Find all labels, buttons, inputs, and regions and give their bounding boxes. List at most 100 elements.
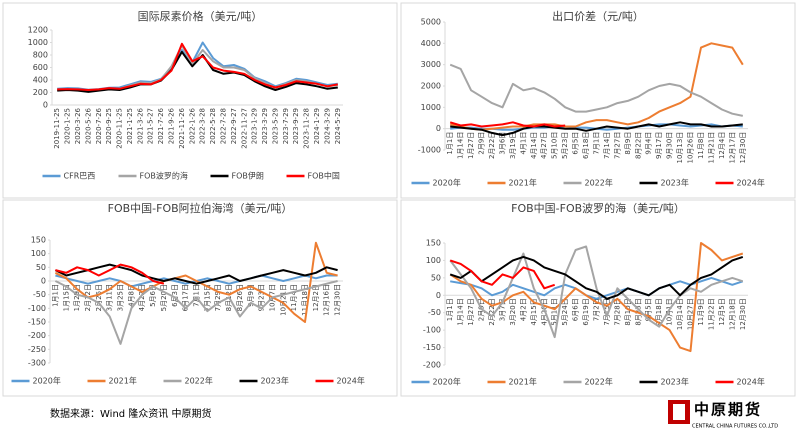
x-tick-label: 8月9日 <box>624 132 632 155</box>
x-tick-label: 12月16日 <box>323 284 331 316</box>
x-tick-label: 4月15日 <box>530 298 538 325</box>
x-tick-label: 1月29日 <box>73 284 81 311</box>
y-tick-label: 0 <box>41 277 46 286</box>
x-tick-label: 6月6日 <box>572 298 580 321</box>
y-tick-label: -300 <box>28 359 46 368</box>
x-tick-label: 6月19日 <box>582 298 590 325</box>
legend-label: 2022年 <box>585 178 613 188</box>
x-tick-label: 2月22日 <box>488 132 496 159</box>
x-tick-label: 2021-11-26 <box>178 107 186 148</box>
x-tick-label: 2019-11-25 <box>53 108 61 149</box>
y-tick-label: 600 <box>33 63 48 72</box>
legend-label: FOB伊朗 <box>232 171 264 181</box>
x-tick-label: 3月7日 <box>498 298 506 321</box>
y-tick-label: -200 <box>423 361 441 370</box>
x-tick-label: 4月22日 <box>138 284 146 311</box>
x-tick-label: 1月15日 <box>62 284 70 311</box>
x-tick-label: 3月19日 <box>509 132 517 159</box>
x-tick-label: 3月20日 <box>509 298 517 325</box>
legend-label: FOB中国 <box>308 171 340 181</box>
y-tick-label: 2000 <box>421 82 441 91</box>
x-tick-label: 6月18日 <box>582 132 590 159</box>
panel-border <box>400 2 796 199</box>
x-tick-label: 8月26日 <box>236 284 244 311</box>
chart-panel: FOB中国-FOB波罗的海（美元/吨） -200 -150 -100 -50 0 50 100… <box>400 199 796 397</box>
x-tick-label: 2022-3-28 <box>199 108 207 144</box>
x-tick-label: 1月14日 <box>457 298 465 325</box>
x-tick-label: 10月13日 <box>676 132 684 164</box>
y-tick-label: -100 <box>423 326 441 335</box>
x-tick-label: 7月29日 <box>214 284 222 311</box>
y-tick-label: 50 <box>431 273 441 282</box>
x-tick-label: 2022-7-28 <box>219 108 227 144</box>
x-tick-label: 2021-3-26 <box>136 107 144 144</box>
y-tick-label: -50 <box>33 290 46 299</box>
x-tick-label: 4月14日 <box>530 132 538 159</box>
x-tick-label: 12月4日 <box>718 132 726 159</box>
x-tick-label: 2020-1-25 <box>64 108 72 144</box>
series-line <box>54 280 338 345</box>
x-tick-label: 1月1日 <box>51 284 59 307</box>
y-tick-label: 0 <box>436 124 441 133</box>
chart-title: FOB中国-FOB阿拉伯海湾（美元/吨） <box>108 201 293 215</box>
chart-title: FOB中国-FOB波罗的海（美元/吨） <box>511 201 685 215</box>
x-tick-label: 2023-9-29 <box>292 108 300 144</box>
x-tick-label: 7月14日 <box>603 132 611 159</box>
x-tick-label: 12月30日 <box>739 298 747 330</box>
panel-border <box>400 199 796 397</box>
series-line <box>54 263 338 285</box>
x-tick-label: 2022-5-28 <box>209 108 217 144</box>
x-tick-label: 7月15日 <box>203 284 211 311</box>
x-tick-label: 12月18日 <box>728 298 736 330</box>
x-tick-label: 9月23日 <box>258 284 266 311</box>
x-tick-label: 4月2日 <box>519 298 527 321</box>
x-tick-label: 12月5日 <box>718 298 726 325</box>
x-tick-label: 5月10日 <box>551 132 559 159</box>
x-tick-label: 2021-7-26 <box>157 107 165 144</box>
x-tick-label: 2020-5-26 <box>84 107 92 144</box>
x-tick-label: 12月30日 <box>334 284 342 316</box>
x-tick-label: 10月27日 <box>687 298 695 330</box>
x-tick-label: 2024-5-29 <box>334 108 342 144</box>
x-tick-label: 2月26日 <box>95 284 103 311</box>
x-tick-label: 2023-5-29 <box>271 108 279 144</box>
series-line <box>57 42 338 91</box>
y-tick-label: 5000 <box>421 18 441 27</box>
x-tick-label: 2020-3-26 <box>74 107 82 144</box>
x-tick-label: 5月20日 <box>160 284 168 311</box>
logo-en: CENTRAL CHINA FUTURES CO.,LTD <box>692 424 778 430</box>
x-tick-label: 3月6日 <box>498 132 506 155</box>
y-tick-label: 800 <box>33 51 48 60</box>
x-tick-label: 2022-9-27 <box>230 108 238 144</box>
series-line <box>54 241 338 323</box>
y-tick-label: -150 <box>423 343 441 352</box>
y-tick-label: 0 <box>436 291 441 300</box>
x-tick-label: 4月1日 <box>519 132 527 155</box>
legend-label: FOB波罗的海 <box>140 171 188 181</box>
y-tick-label: 150 <box>31 236 46 245</box>
y-tick-label: 200 <box>33 88 48 97</box>
x-tick-label: 6月3日 <box>171 284 179 307</box>
panel-border <box>2 2 398 199</box>
x-tick-label: 2021-1-25 <box>126 108 134 144</box>
legend-label: 2024年 <box>337 376 365 386</box>
x-tick-label: 8月10日 <box>624 298 632 325</box>
x-tick-label: 10月26日 <box>687 132 695 164</box>
x-tick-label: 2月22日 <box>488 298 496 325</box>
x-tick-label: 10月21日 <box>279 284 287 316</box>
x-tick-label: 9月5日 <box>645 298 653 321</box>
x-tick-label: 12月2日 <box>312 284 320 311</box>
y-tick-label: 4000 <box>421 39 441 48</box>
y-tick-label: -200 <box>28 331 46 340</box>
legend-label: 2021年 <box>509 178 537 188</box>
x-tick-label: 11月22日 <box>707 298 715 330</box>
x-tick-label: 4月27日 <box>540 132 548 159</box>
chart-panel: 国际尿素价格（美元/吨） 0 200 400 600 800 1000 1200 2019-11… <box>2 2 398 199</box>
x-tick-label: 2024-1-29 <box>313 108 321 144</box>
series-line <box>449 63 744 117</box>
y-tick-label: 100 <box>31 249 46 258</box>
logo-text: 中原期货 <box>694 401 762 419</box>
